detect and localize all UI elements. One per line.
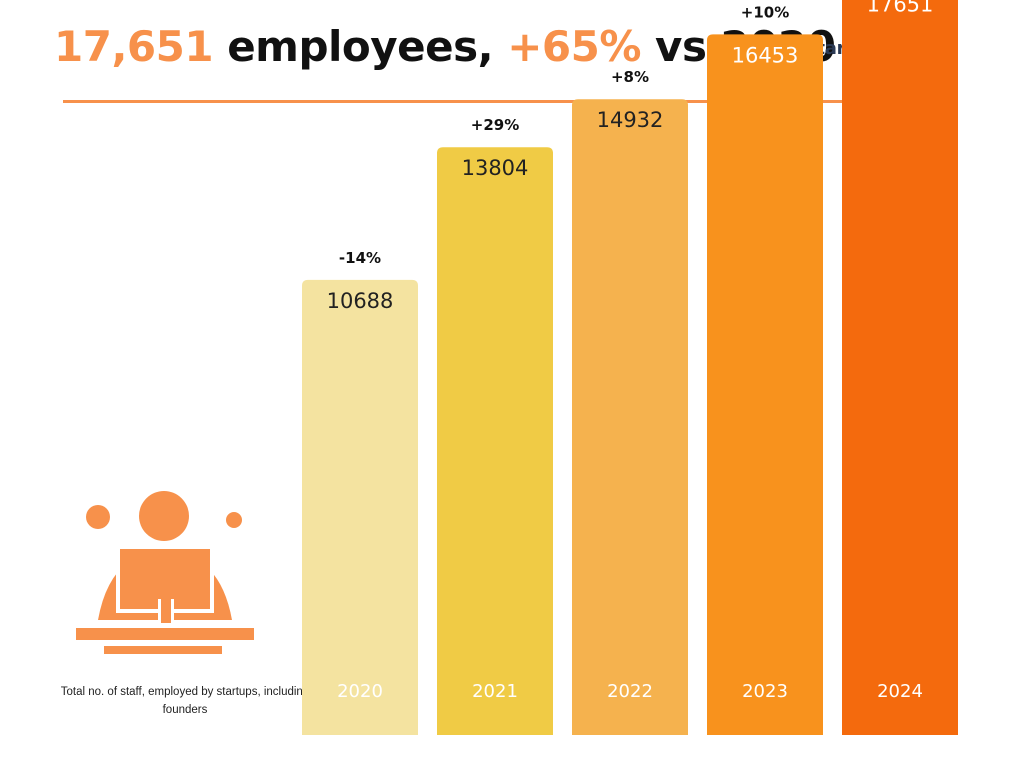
value-label-2022: 14932 bbox=[597, 108, 664, 132]
year-label-2020: 2020 bbox=[337, 681, 383, 702]
year-label-2021: 2021 bbox=[472, 681, 518, 702]
value-label-2024: 17651 bbox=[867, 0, 934, 16]
bar-2023 bbox=[707, 34, 823, 735]
chart-caption: Total no. of staff, employed by startups… bbox=[60, 686, 310, 716]
change-label-2021: +29% bbox=[471, 116, 519, 134]
value-label-2020: 10688 bbox=[327, 289, 394, 313]
header-divider bbox=[63, 100, 947, 103]
year-label-2023: 2023 bbox=[742, 681, 788, 702]
value-label-2021: 13804 bbox=[462, 156, 529, 180]
bar-2024 bbox=[842, 0, 958, 735]
title-count: 17,651 bbox=[54, 22, 214, 71]
person-at-computer-icon bbox=[76, 491, 254, 654]
title-mid: employees, bbox=[213, 22, 508, 71]
year-label-2024: 2024 bbox=[877, 681, 923, 702]
title-change: +65% bbox=[507, 22, 641, 71]
year-label-2022: 2022 bbox=[607, 681, 653, 702]
value-label-2023: 16453 bbox=[732, 43, 799, 67]
change-label-2022: +8% bbox=[611, 68, 649, 86]
change-label-2023: +10% bbox=[741, 3, 789, 21]
bar-2022 bbox=[572, 99, 688, 736]
bar-2020 bbox=[302, 279, 418, 735]
bar-2021 bbox=[437, 147, 553, 735]
change-label-2020: -14% bbox=[339, 249, 381, 267]
page-title: 17,651 employees, +65% vs 2020 bbox=[54, 22, 836, 71]
